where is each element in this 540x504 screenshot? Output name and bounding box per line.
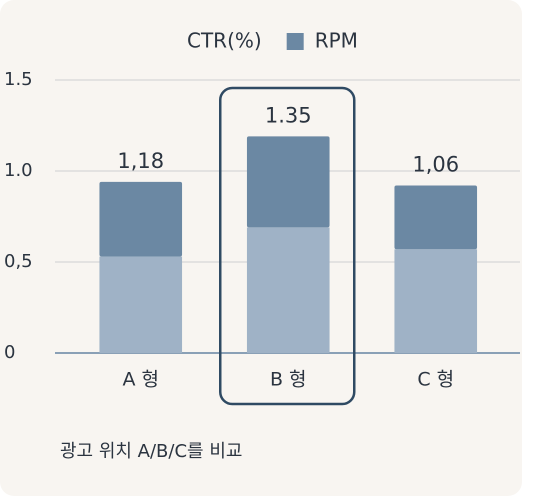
highlight-box (219, 86, 356, 406)
legend-label: CTR(%) (187, 29, 262, 53)
x-tick-label: A 형 (122, 369, 159, 391)
data-label: 1.35 (265, 103, 312, 127)
data-label: 1,06 (412, 153, 459, 177)
x-tick-label: B 형 (270, 369, 307, 391)
bar-segment (99, 256, 183, 353)
bar-segment (246, 136, 330, 228)
caption: 광고 위치 A/B/C를 비교 (60, 441, 242, 462)
legend-label: RPM (315, 29, 358, 53)
legend-swatch (286, 33, 304, 50)
bar-segment (394, 185, 478, 250)
y-tick-label: 0 (4, 342, 15, 363)
bar-segment (246, 227, 330, 353)
data-label: 1,18 (117, 149, 164, 173)
y-tick-label: 0,5 (4, 251, 33, 272)
bar-segment (394, 249, 478, 353)
y-tick-label: 1.0 (4, 160, 33, 181)
y-tick-label: 1.5 (4, 69, 33, 90)
bar-segment (99, 181, 183, 257)
x-tick-label: C 형 (417, 369, 454, 391)
